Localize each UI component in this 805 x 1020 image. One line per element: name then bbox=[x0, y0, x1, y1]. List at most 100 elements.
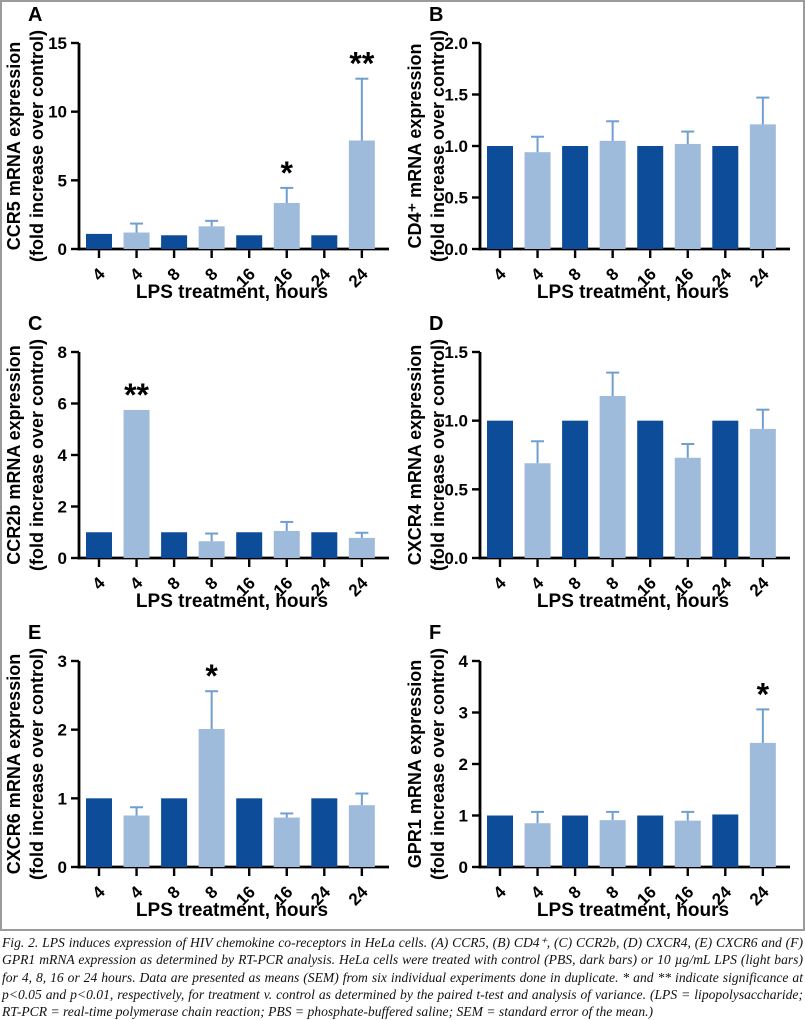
bar-control bbox=[487, 420, 513, 558]
x-axis-title: LPS treatment, hours bbox=[537, 900, 729, 921]
panel-c-ccr2b-chart: C CCR2b mRNA expression (fold increase ove… bbox=[1, 310, 402, 619]
x-tick-label: 4 bbox=[490, 573, 511, 594]
bar-lps bbox=[198, 226, 225, 249]
bar-control bbox=[487, 815, 513, 867]
x-tick-label: 24 bbox=[345, 264, 372, 291]
bar-control bbox=[161, 235, 188, 249]
bar-control bbox=[161, 532, 188, 558]
x-axis-title: LPS treatment, hours bbox=[136, 282, 328, 303]
charts-grid: A CCR5 mRNA expression (fold increase over… bbox=[1, 1, 804, 930]
panel-letter: F bbox=[429, 622, 441, 644]
y-axis-title-line1: CCR2b mRNA expression bbox=[4, 345, 24, 564]
bar-control bbox=[562, 146, 589, 249]
bar-control bbox=[712, 420, 739, 558]
y-tick-label: 0 bbox=[58, 240, 67, 259]
bar-lps bbox=[123, 815, 150, 867]
bar-control bbox=[161, 798, 188, 867]
y-axis-title-line1: CD4⁺ mRNA expression bbox=[405, 44, 425, 249]
y-tick-label: 0.0 bbox=[444, 549, 468, 568]
panel-d-cxcr4-chart: D CXCR4 mRNA expression (fold increase ove… bbox=[402, 310, 803, 619]
y-tick-label: 1.5 bbox=[444, 86, 468, 105]
x-tick-label: 24 bbox=[345, 882, 372, 909]
y-axis-title-line2: (fold increase over control) bbox=[27, 648, 47, 880]
x-tick-label: 4 bbox=[89, 264, 110, 285]
bar-lps bbox=[123, 409, 150, 558]
y-tick-label: 0 bbox=[58, 858, 67, 877]
bar-lps bbox=[524, 463, 551, 558]
bar-control bbox=[311, 235, 338, 249]
bar-control bbox=[562, 420, 589, 558]
bar-control bbox=[712, 146, 739, 249]
panel-e-cxcr6-chart: E CXCR6 mRNA expression (fold increase ove… bbox=[1, 619, 402, 928]
y-tick-label: 0.5 bbox=[444, 480, 468, 499]
y-tick-label: 4 bbox=[459, 652, 469, 671]
bar-lps bbox=[599, 140, 626, 249]
y-tick-label: 0 bbox=[58, 549, 67, 568]
x-tick-label: 4 bbox=[89, 882, 110, 903]
y-tick-label: 0 bbox=[459, 858, 468, 877]
bar-control bbox=[236, 798, 263, 867]
y-axis-title-line2: (fold increase over control) bbox=[27, 339, 47, 571]
y-tick-label: 6 bbox=[58, 395, 67, 414]
x-tick-label: 24 bbox=[746, 882, 773, 909]
y-axis-title-line2: (fold increase over control) bbox=[428, 339, 448, 571]
bar-control bbox=[236, 532, 263, 558]
bar-control bbox=[637, 815, 664, 867]
y-axis-title-line1: CCR5 mRNA expression bbox=[4, 42, 24, 250]
x-tick-label: 4 bbox=[89, 573, 110, 594]
panel-letter: C bbox=[28, 313, 42, 335]
bar-control bbox=[311, 532, 338, 558]
bar-control bbox=[86, 798, 112, 867]
bar-lps bbox=[749, 742, 776, 867]
y-axis-title-line1: CXCR6 mRNA expression bbox=[4, 654, 24, 874]
x-tick-label: 4 bbox=[490, 882, 511, 903]
bar-lps bbox=[599, 820, 626, 867]
bar-lps bbox=[749, 124, 776, 249]
panel-letter: E bbox=[28, 622, 41, 644]
bar-lps bbox=[524, 152, 551, 249]
y-tick-label: 4 bbox=[58, 446, 68, 465]
y-tick-label: 1.0 bbox=[444, 412, 468, 431]
y-tick-label: 2.0 bbox=[444, 34, 468, 53]
y-tick-label: 3 bbox=[459, 704, 468, 723]
bar-lps bbox=[674, 457, 701, 558]
y-tick-label: 0.5 bbox=[444, 189, 468, 208]
panel-b-cd4-chart: B CD4⁺ mRNA expression (fold increase over… bbox=[402, 1, 803, 310]
bar-control bbox=[562, 815, 589, 867]
y-tick-label: 5 bbox=[58, 171, 67, 190]
y-tick-label: 1.0 bbox=[444, 137, 468, 156]
bar-lps bbox=[198, 728, 225, 867]
y-tick-label: 2 bbox=[459, 755, 468, 774]
bar-lps bbox=[198, 541, 225, 558]
bar-control bbox=[637, 146, 664, 249]
panel-a-ccr5-chart: A CCR5 mRNA expression (fold increase over… bbox=[1, 1, 402, 310]
y-tick-label: 1.5 bbox=[444, 343, 468, 362]
bar-lps bbox=[674, 820, 701, 867]
significance-marker: ** bbox=[124, 377, 149, 413]
x-axis-title: LPS treatment, hours bbox=[537, 591, 729, 612]
panel-letter: D bbox=[429, 313, 443, 335]
bar-control bbox=[86, 532, 112, 558]
x-tick-label: 24 bbox=[746, 573, 773, 600]
y-axis-title-line2: (fold increase over control) bbox=[428, 30, 448, 262]
y-tick-label: 2 bbox=[58, 721, 67, 740]
y-tick-label: 1 bbox=[459, 807, 468, 826]
y-axis-title-line2: (fold increase over control) bbox=[27, 30, 47, 262]
bar-lps bbox=[599, 395, 626, 558]
significance-marker: * bbox=[757, 676, 770, 712]
bar-control bbox=[637, 420, 664, 558]
y-axis-title-line1: GPR1 mRNA expression bbox=[405, 660, 425, 868]
bar-control bbox=[86, 233, 112, 249]
figure-caption: Fig. 2. LPS induces expression of HIV ch… bbox=[2, 935, 803, 1020]
panel-letter: A bbox=[28, 4, 42, 26]
x-axis-title: LPS treatment, hours bbox=[136, 591, 328, 612]
bar-lps bbox=[273, 202, 300, 249]
panel-letter: B bbox=[429, 4, 443, 26]
